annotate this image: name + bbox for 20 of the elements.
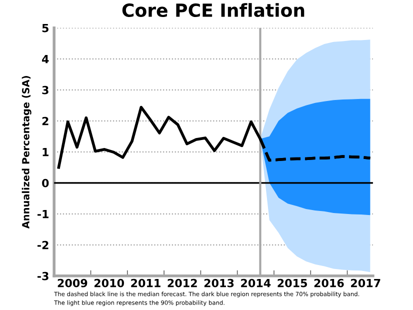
x-tick-label: 2010 — [94, 278, 124, 288]
x-tick-label: 2013 — [204, 278, 234, 288]
x-tick-label: 2012 — [168, 278, 197, 288]
y-tick-label: -3 — [38, 272, 48, 280]
x-tick-label: 2016 — [314, 278, 344, 288]
y-tick-label: 1 — [42, 148, 48, 156]
y-tick-label: 5 — [42, 24, 48, 32]
x-tick-label: 2011 — [131, 278, 160, 288]
x-tick-label: 2017 — [351, 278, 380, 288]
y-tick-label: 4 — [42, 55, 49, 64]
y-tick-label: -2 — [38, 240, 48, 250]
y-tick-label: 3 — [42, 86, 48, 94]
x-tick-label: 2014 — [241, 278, 271, 288]
y-tick-label: -1 — [38, 210, 48, 218]
y-tick-label: 0 — [42, 178, 49, 188]
chart-title: Core PCE Inflation — [122, 3, 304, 18]
y-axis-title: Annualized Percentage (SA) — [22, 76, 32, 229]
x-tick-label: 2009 — [58, 278, 88, 288]
x-tick-label: 2015 — [278, 278, 307, 288]
y-tick-label: 2 — [42, 116, 48, 126]
